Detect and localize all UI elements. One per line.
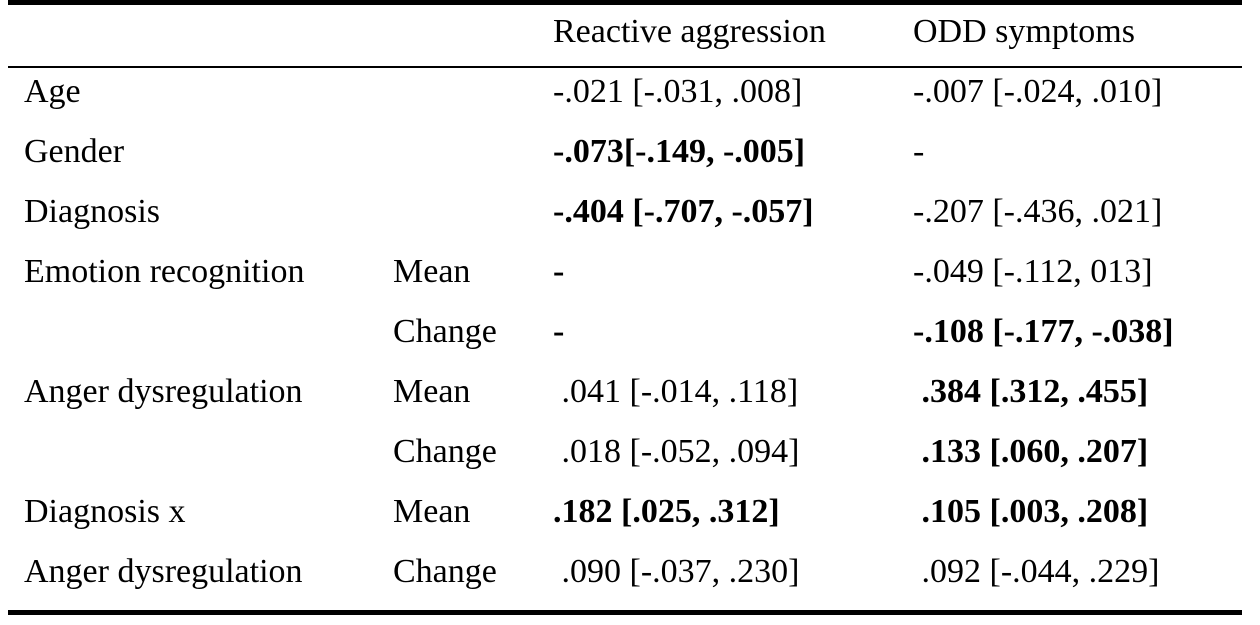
row-variable: Age [24, 73, 81, 110]
reactive-value: .090 [-.037, .230] [553, 553, 800, 590]
odd-value: -.007 [-.024, .010] [913, 73, 1163, 110]
row-subvariable: Mean [393, 373, 471, 410]
odd-value: -.049 [-.112, 013] [913, 253, 1153, 290]
odd-value: .133 [.060, .207] [913, 433, 1149, 470]
row-subvariable: Mean [393, 253, 471, 290]
row-subvariable: Change [393, 313, 497, 350]
reactive-value: - [553, 313, 565, 350]
reactive-value: -.021 [-.031, .008] [553, 73, 803, 110]
table-top-rule [8, 0, 1242, 5]
odd-value: .105 [.003, .208] [913, 493, 1149, 530]
row-subvariable: Change [393, 553, 497, 590]
row-subvariable: Change [393, 433, 497, 470]
row-variable: Anger dysregulation [24, 553, 303, 590]
reactive-value: .018 [-.052, .094] [553, 433, 800, 470]
row-variable: Diagnosis [24, 193, 160, 230]
row-subvariable: Mean [393, 493, 471, 530]
table-header-rule [8, 66, 1242, 68]
reactive-value: -.073[-.149, -.005] [553, 133, 806, 170]
row-variable: Gender [24, 133, 125, 170]
odd-value: - [913, 133, 925, 170]
odd-value: .384 [.312, .455] [913, 373, 1149, 410]
odd-value: .092 [-.044, .229] [913, 553, 1160, 590]
row-variable: Diagnosis x [24, 493, 186, 530]
reactive-value: -.404 [-.707, -.057] [553, 193, 814, 230]
header-odd-symptoms: ODD symptoms [913, 13, 1135, 50]
odd-value: -.108 [-.177, -.038] [913, 313, 1174, 350]
reactive-value: .041 [-.014, .118] [553, 373, 799, 410]
odd-value: -.207 [-.436, .021] [913, 193, 1163, 230]
reactive-value: - [553, 253, 565, 290]
header-reactive-aggression: Reactive aggression [553, 13, 826, 50]
reactive-value: .182 [.025, .312] [553, 493, 780, 530]
row-variable: Emotion recognition [24, 253, 305, 290]
row-variable: Anger dysregulation [24, 373, 303, 410]
table-bottom-rule [8, 610, 1242, 615]
